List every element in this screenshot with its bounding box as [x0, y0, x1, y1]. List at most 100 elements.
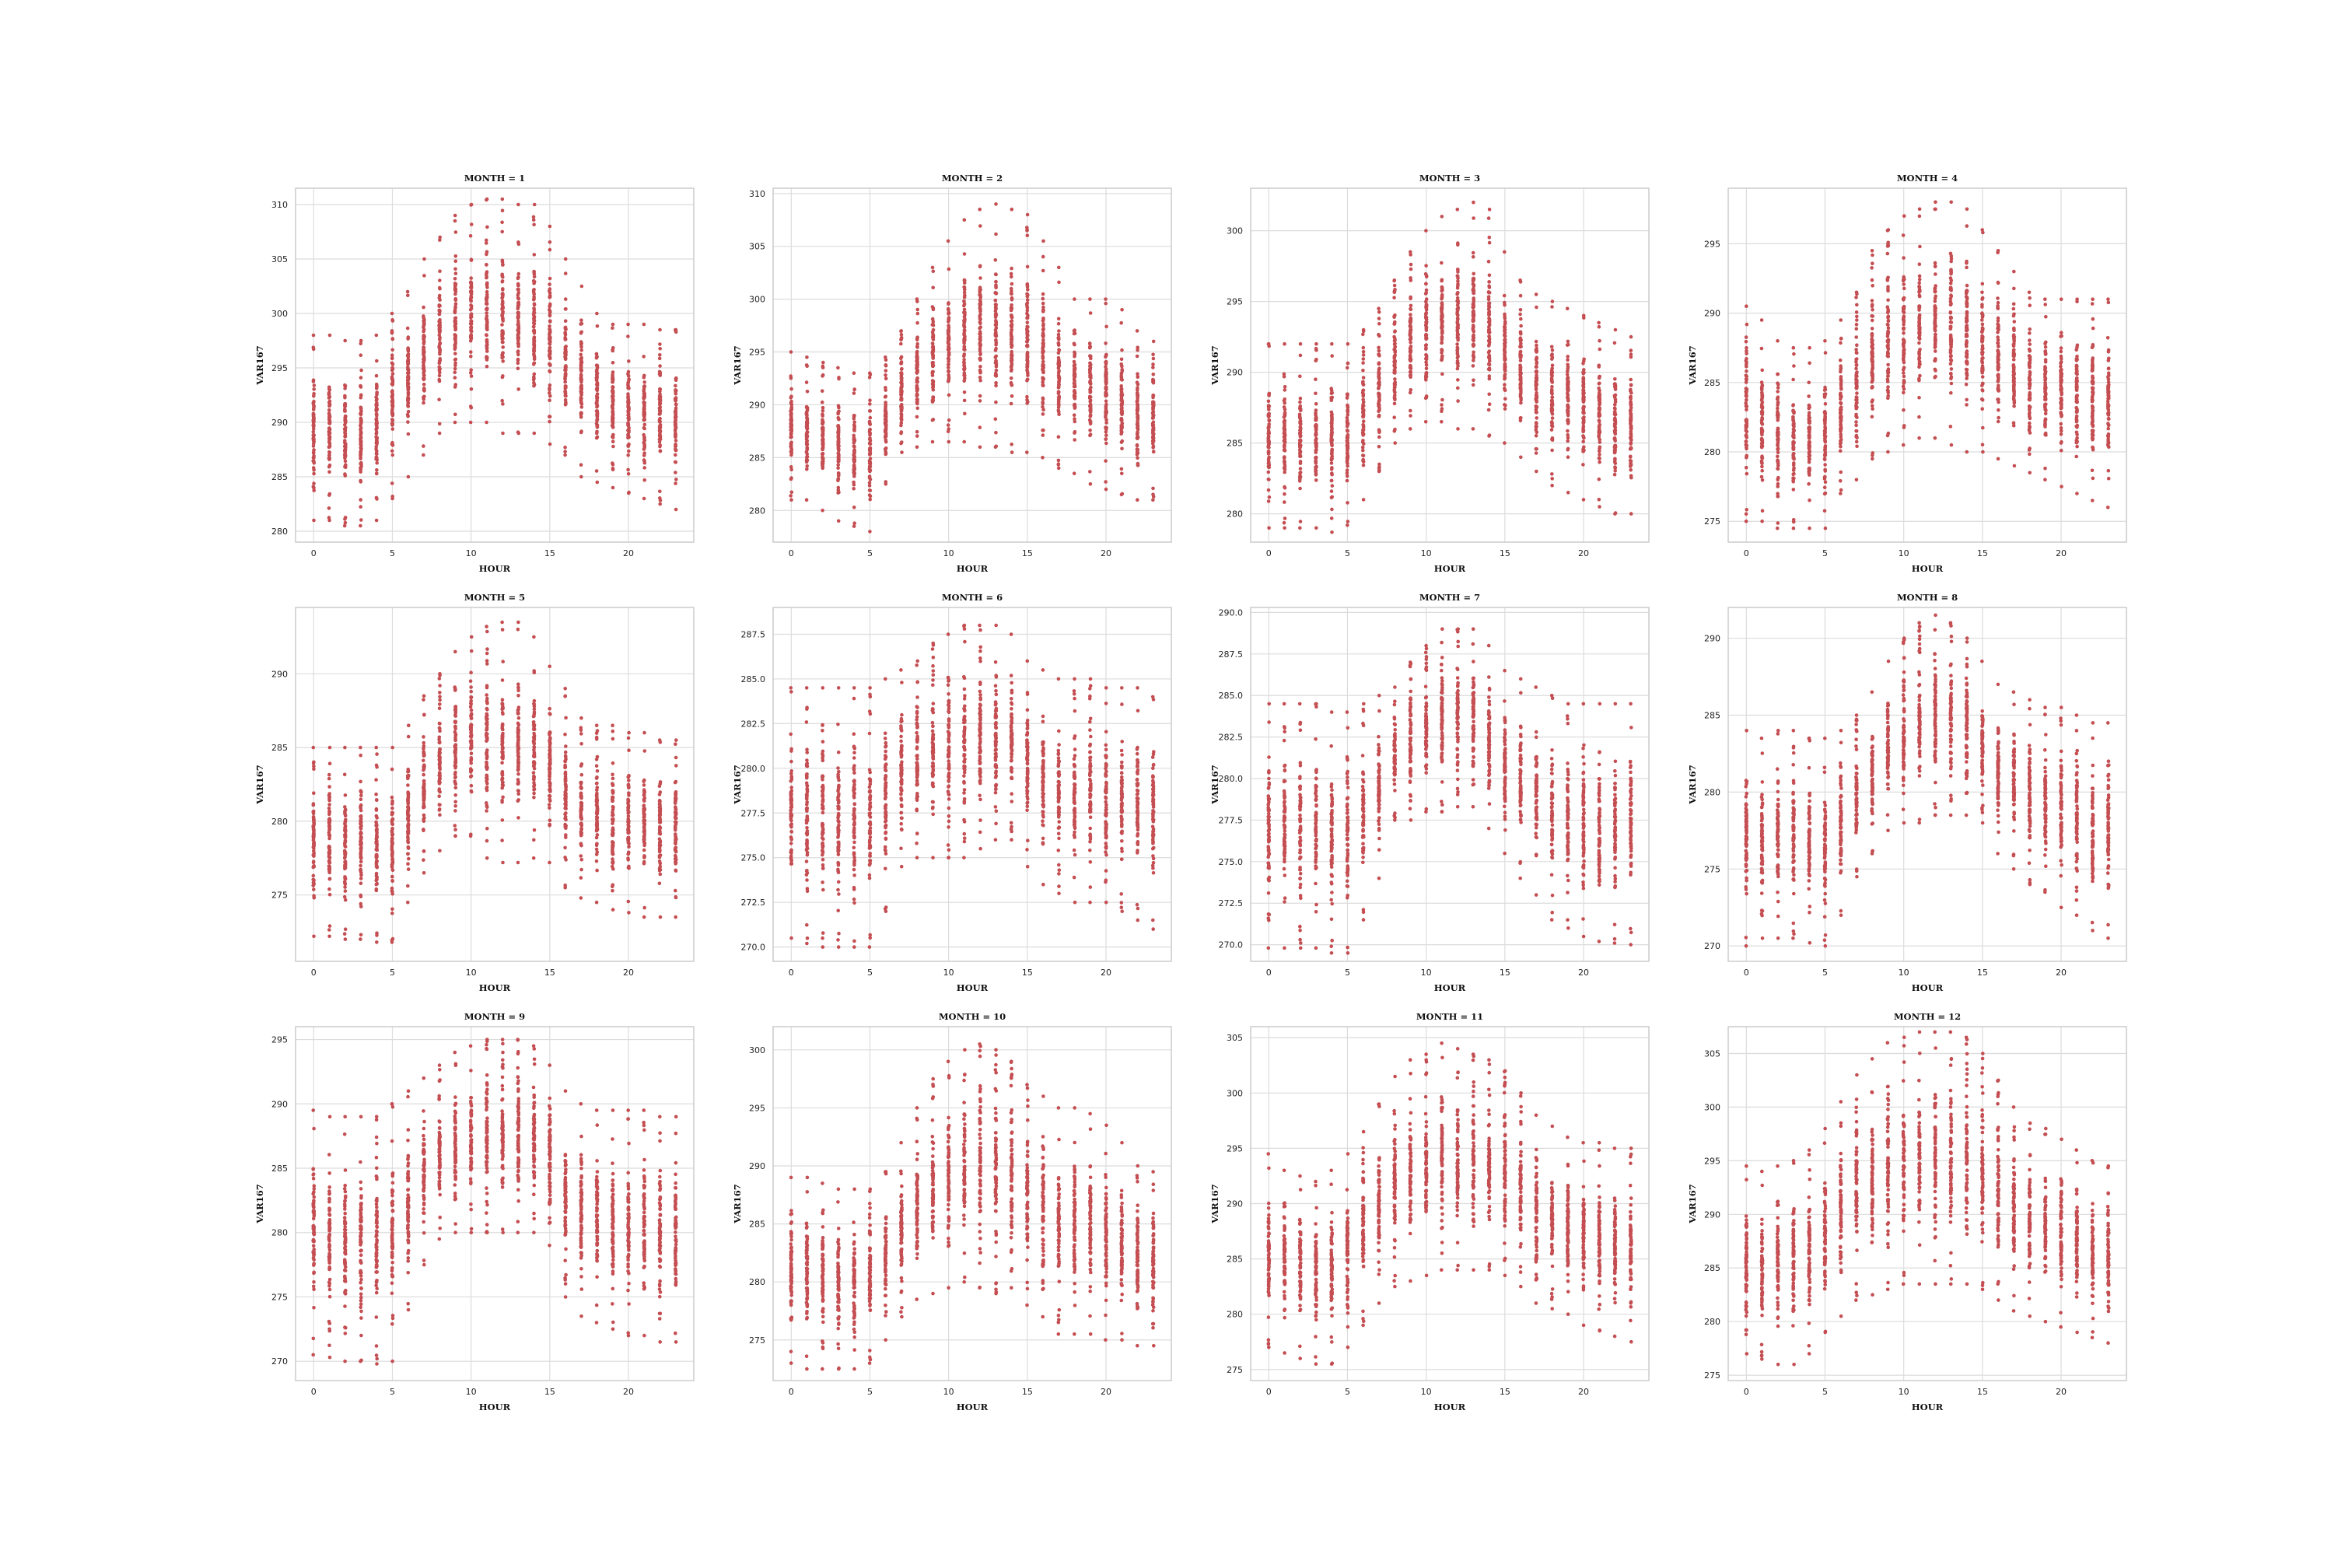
data-point: [805, 419, 809, 424]
data-point: [500, 220, 504, 225]
data-point: [468, 371, 473, 375]
data-point: [1120, 439, 1125, 443]
data-point: [437, 323, 442, 327]
data-point: [1025, 301, 1030, 305]
data-point: [658, 327, 662, 332]
data-point: [1025, 328, 1029, 333]
data-point: [1151, 450, 1156, 454]
data-point: [1041, 383, 1045, 387]
data-point: [343, 434, 348, 439]
data-point: [1566, 429, 1570, 433]
data-point: [1041, 354, 1045, 359]
data-point: [1346, 403, 1349, 408]
data-point: [501, 317, 505, 321]
data-point: [1408, 427, 1412, 431]
data-point: [375, 390, 379, 394]
data-point: [962, 379, 966, 383]
data-point: [1409, 408, 1412, 413]
data-point: [405, 289, 410, 294]
data-point: [994, 202, 998, 206]
data-point: [312, 461, 317, 465]
data-point: [531, 297, 536, 302]
data-point: [1151, 373, 1156, 376]
data-point: [485, 345, 489, 350]
data-point: [789, 477, 793, 481]
data-point: [1298, 374, 1302, 379]
data-point: [1550, 374, 1554, 378]
data-point: [1392, 401, 1397, 406]
data-point: [532, 306, 536, 310]
data-point: [1041, 309, 1045, 313]
data-point: [1041, 301, 1045, 306]
data-point: [359, 498, 363, 502]
data-point: [312, 416, 316, 420]
data-point: [915, 388, 919, 393]
data-point: [1041, 254, 1045, 259]
data-point: [1314, 478, 1318, 482]
data-point: [327, 392, 331, 396]
data-point: [516, 366, 520, 371]
data-point: [1471, 334, 1475, 338]
data-point: [1472, 309, 1475, 313]
data-point: [1010, 450, 1014, 454]
data-point: [1487, 331, 1492, 335]
data-point: [1345, 366, 1349, 370]
data-point: [1104, 324, 1108, 329]
data-point: [1135, 329, 1139, 333]
data-point: [1440, 326, 1444, 331]
data-point: [1424, 346, 1428, 350]
data-point: [1519, 324, 1523, 328]
data-point: [915, 429, 919, 434]
data-point: [642, 440, 646, 445]
data-point: [1613, 327, 1618, 332]
data-point: [516, 361, 520, 366]
data-point: [1377, 345, 1381, 350]
data-point: [1519, 455, 1523, 460]
data-point: [627, 387, 631, 390]
data-point: [406, 474, 411, 479]
data-point: [563, 397, 568, 402]
data-point: [1582, 357, 1586, 362]
data-point: [531, 218, 536, 222]
data-point: [1298, 450, 1302, 454]
data-point: [1088, 389, 1093, 394]
data-point: [311, 423, 316, 428]
data-point: [390, 398, 395, 403]
data-point: [1104, 405, 1108, 409]
data-point: [1456, 276, 1460, 281]
data-point: [516, 319, 520, 324]
data-point: [485, 311, 488, 315]
data-point: [868, 439, 873, 443]
data-point: [994, 343, 998, 347]
data-point: [899, 397, 904, 401]
data-point: [1088, 311, 1093, 315]
data-point: [1424, 355, 1429, 359]
data-point: [821, 446, 825, 450]
data-point: [548, 352, 552, 356]
data-point: [1613, 403, 1617, 407]
data-point: [1518, 293, 1523, 298]
data-point: [453, 267, 457, 271]
data-point: [821, 414, 824, 418]
data-point: [658, 399, 662, 404]
data-point: [1424, 378, 1428, 382]
data-point: [1041, 408, 1045, 412]
data-point: [978, 276, 982, 280]
data-point: [1266, 470, 1271, 474]
data-point: [1150, 431, 1155, 436]
data-point: [1377, 334, 1381, 338]
data-point: [1487, 240, 1492, 245]
data-point: [1550, 448, 1554, 453]
data-point: [1361, 349, 1366, 354]
data-point: [1283, 385, 1287, 389]
data-point: [1361, 400, 1366, 404]
data-point: [1392, 289, 1397, 292]
data-point: [453, 352, 457, 355]
data-point: [1104, 437, 1108, 441]
data-point: [1409, 295, 1412, 299]
data-point: [1298, 408, 1303, 412]
data-point: [1283, 492, 1286, 496]
data-point: [1298, 443, 1302, 447]
data-point: [1009, 308, 1013, 313]
data-point: [1120, 446, 1124, 451]
